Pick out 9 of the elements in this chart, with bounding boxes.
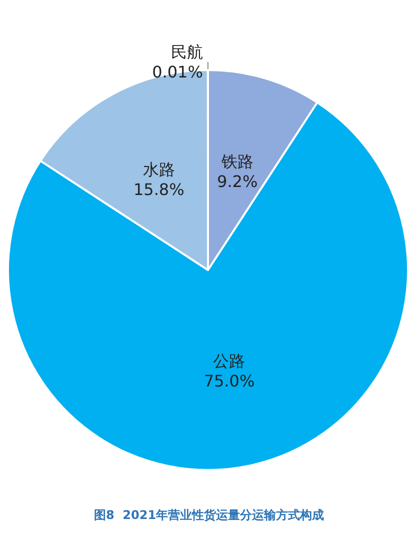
slice-label: 民航 (170, 42, 203, 62)
slice-label: 水路 (142, 160, 175, 179)
data-label: 75.0% (204, 371, 255, 390)
text: 图8 2021年营业性货运量分运输方式构成 (94, 508, 324, 522)
data-label: 9.2% (217, 172, 258, 191)
data-label: 15.8% (133, 180, 184, 199)
slice-label: 铁路 (220, 152, 254, 171)
slice-label: 公路 (213, 351, 246, 370)
data-label: 0.01% (152, 62, 203, 82)
